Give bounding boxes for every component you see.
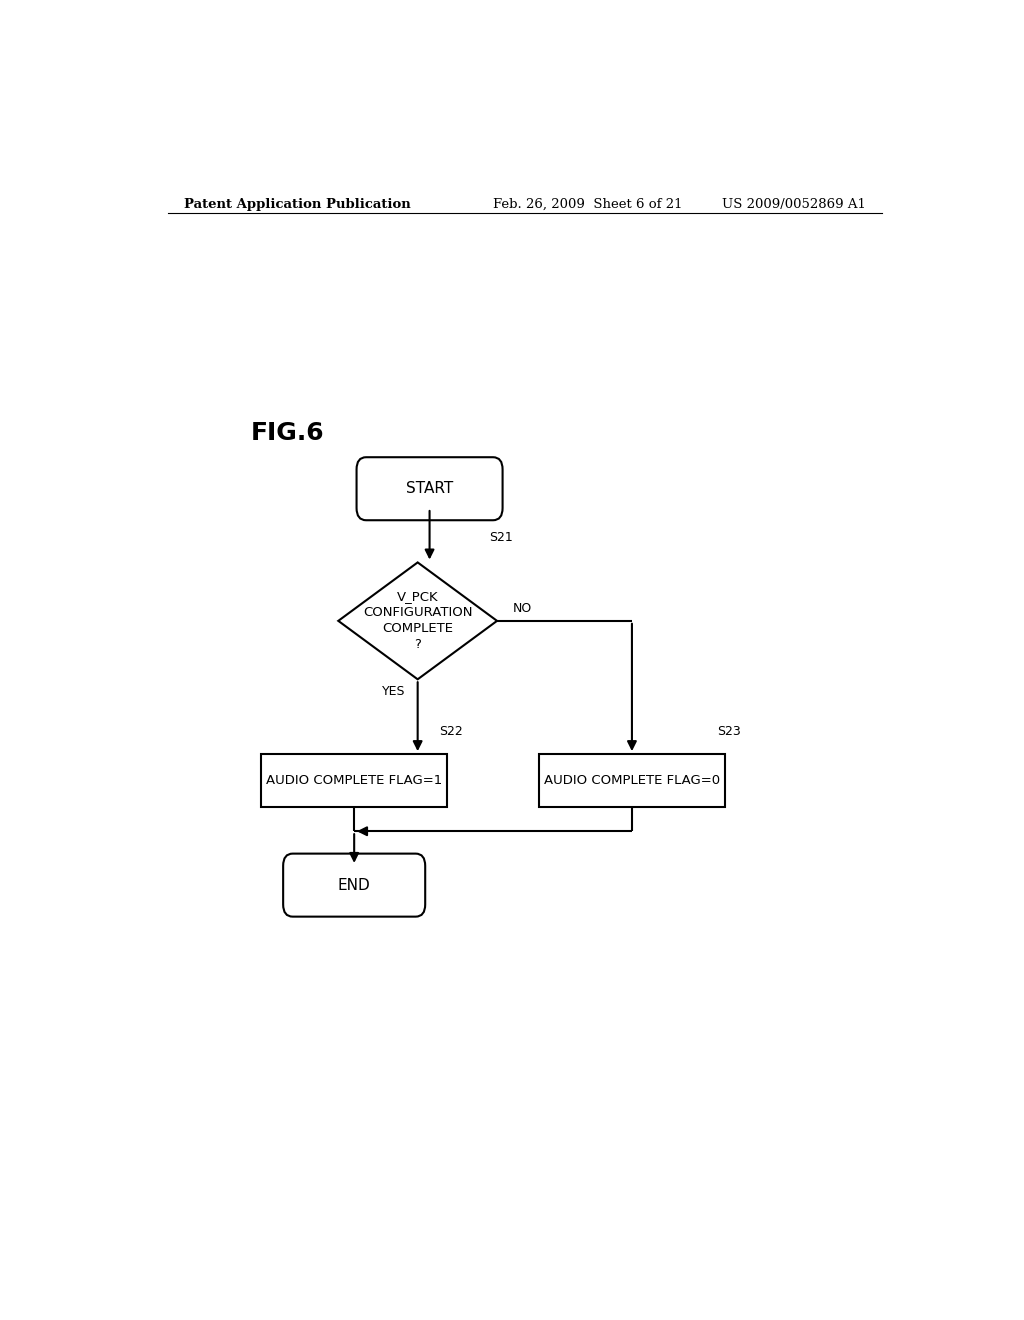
Text: FIG.6: FIG.6 [251,421,325,445]
Text: V_PCK
CONFIGURATION
COMPLETE
?: V_PCK CONFIGURATION COMPLETE ? [362,590,472,651]
Text: S21: S21 [489,531,513,544]
Polygon shape [338,562,497,680]
Text: US 2009/0052869 A1: US 2009/0052869 A1 [722,198,866,211]
Text: AUDIO COMPLETE FLAG=0: AUDIO COMPLETE FLAG=0 [544,774,720,787]
Text: AUDIO COMPLETE FLAG=1: AUDIO COMPLETE FLAG=1 [266,774,442,787]
Text: Patent Application Publication: Patent Application Publication [183,198,411,211]
Text: START: START [406,482,454,496]
Text: END: END [338,878,371,892]
Text: S23: S23 [717,725,741,738]
FancyBboxPatch shape [284,854,425,916]
FancyBboxPatch shape [356,457,503,520]
Text: Feb. 26, 2009  Sheet 6 of 21: Feb. 26, 2009 Sheet 6 of 21 [494,198,683,211]
Text: S22: S22 [439,725,463,738]
Bar [261,754,447,807]
Text: YES: YES [382,685,406,698]
Bar [539,754,725,807]
Text: NO: NO [513,602,532,615]
